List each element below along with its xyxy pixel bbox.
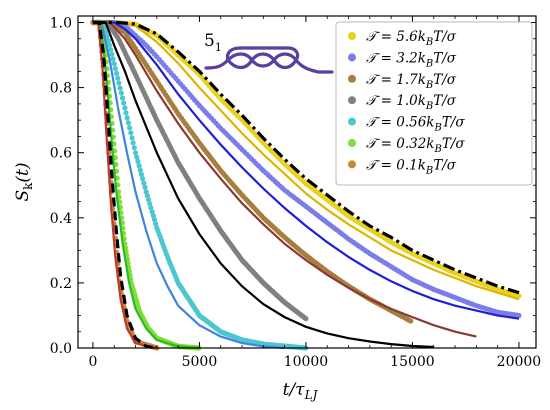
data-point bbox=[129, 135, 135, 141]
y-tick-label: 0.4 bbox=[50, 211, 72, 227]
x-tick-label: 5000 bbox=[182, 354, 218, 370]
data-point bbox=[140, 176, 146, 182]
legend-item: 𝒯 = 0.32kBT/σ bbox=[348, 136, 465, 155]
data-point bbox=[110, 56, 116, 62]
data-point bbox=[135, 158, 141, 164]
data-point bbox=[130, 140, 136, 146]
legend-label: 𝒯 = 5.6kBT/σ bbox=[366, 29, 457, 48]
data-point bbox=[119, 95, 126, 101]
data-point bbox=[111, 61, 117, 67]
data-point bbox=[516, 312, 522, 319]
data-point bbox=[144, 193, 150, 199]
data-point bbox=[148, 205, 154, 211]
legend-label: 𝒯 = 0.56kBT/σ bbox=[366, 115, 465, 134]
data-point bbox=[124, 115, 130, 121]
legend-item: 𝒯 = 0.56kBT/σ bbox=[348, 115, 465, 134]
data-point bbox=[125, 120, 131, 126]
knot-inset: 51 bbox=[204, 31, 334, 74]
fit-line-7 bbox=[92, 21, 158, 350]
legend-marker bbox=[348, 117, 356, 126]
x-tick-label: 0 bbox=[88, 354, 97, 370]
legend-label: 𝒯 = 3.2kBT/σ bbox=[366, 50, 457, 69]
knot-diagram bbox=[204, 46, 334, 74]
data-point bbox=[108, 47, 114, 53]
legend-marker bbox=[348, 160, 356, 169]
data-point bbox=[137, 167, 143, 173]
data-point bbox=[106, 42, 113, 48]
data-point bbox=[136, 163, 142, 169]
y-tick-label: 0.0 bbox=[50, 341, 72, 357]
data-point bbox=[147, 201, 153, 207]
data-point bbox=[116, 80, 122, 86]
legend-item: 𝒯 = 5.6kBT/σ bbox=[348, 29, 457, 48]
x-tick-label: 20000 bbox=[497, 354, 542, 370]
legend-item: 𝒯 = 0.1kBT/σ bbox=[348, 157, 457, 176]
data-point bbox=[109, 51, 115, 57]
data-point bbox=[132, 150, 139, 156]
data-point bbox=[149, 209, 155, 215]
fit-line-4 bbox=[92, 21, 434, 349]
data-point bbox=[118, 90, 124, 96]
knot-label: 51 bbox=[204, 31, 222, 54]
legend-marker bbox=[348, 74, 356, 83]
plot-frame bbox=[77, 15, 537, 349]
data-point bbox=[117, 85, 123, 91]
reference-curve-dashed bbox=[92, 20, 158, 350]
data-point bbox=[303, 316, 309, 322]
data-point bbox=[121, 100, 127, 106]
data-point bbox=[127, 125, 133, 131]
legend-label: 𝒯 = 1.0kBT/σ bbox=[366, 93, 457, 112]
legend-item: 𝒯 = 1.7kBT/σ bbox=[348, 72, 457, 91]
data-point bbox=[105, 38, 111, 44]
data-point bbox=[150, 213, 156, 219]
data-point bbox=[114, 70, 120, 76]
data-point bbox=[142, 184, 148, 190]
x-tick-label: 15000 bbox=[390, 354, 435, 370]
legend-label: 𝒯 = 1.7kBT/σ bbox=[366, 72, 457, 91]
legend-label: 𝒯 = 0.32kBT/σ bbox=[366, 136, 465, 155]
data-point bbox=[123, 110, 129, 116]
fit-line-5 bbox=[92, 21, 285, 350]
legend-marker bbox=[348, 32, 356, 40]
legend-marker bbox=[348, 139, 356, 147]
fit-line-3 bbox=[92, 21, 477, 338]
legend: 𝒯 = 5.6kBT/σ 𝒯 = 3.2kBT/σ 𝒯 = 1.7kBT/σ 𝒯 = … bbox=[335, 21, 533, 186]
data-point bbox=[138, 171, 144, 177]
data-point bbox=[134, 154, 140, 160]
y-tick-label: 0.8 bbox=[50, 81, 72, 97]
axis-ticks: 0 5000 10000 15000 20000 0.0 0.2 0.4 0.6 0.8 1.0 bbox=[50, 16, 541, 370]
legend-item: 𝒯 = 1.0kBT/σ bbox=[348, 93, 457, 112]
legend-marker bbox=[348, 96, 356, 105]
x-tick-label: 10000 bbox=[284, 354, 329, 370]
data-point bbox=[115, 75, 121, 81]
y-tick-label: 0.6 bbox=[50, 146, 72, 162]
data-point bbox=[112, 66, 118, 72]
legend-box bbox=[335, 21, 533, 186]
legend-marker bbox=[348, 53, 356, 62]
data-point bbox=[122, 105, 128, 111]
data-point bbox=[516, 293, 522, 299]
data-point bbox=[141, 180, 147, 186]
fit-line-2 bbox=[92, 21, 520, 320]
y-tick-label: 1.0 bbox=[50, 16, 72, 32]
data-point bbox=[145, 197, 152, 203]
data-point bbox=[143, 189, 149, 195]
data-point bbox=[408, 318, 414, 324]
legend-label: 𝒯 = 0.1kBT/σ bbox=[366, 157, 457, 176]
legend-item: 𝒯 = 3.2kBT/σ bbox=[348, 50, 457, 69]
y-tick-label: 0.2 bbox=[50, 276, 72, 292]
data-point bbox=[131, 145, 137, 151]
data-point bbox=[151, 217, 158, 223]
fit-line-1 bbox=[92, 21, 520, 301]
x-axis-label: t/τLJ bbox=[283, 380, 319, 402]
reference-curve-dash-dot bbox=[92, 20, 520, 295]
data-point bbox=[153, 221, 159, 227]
y-axis-label: Sk(t) bbox=[13, 162, 35, 201]
data-point bbox=[128, 130, 134, 136]
